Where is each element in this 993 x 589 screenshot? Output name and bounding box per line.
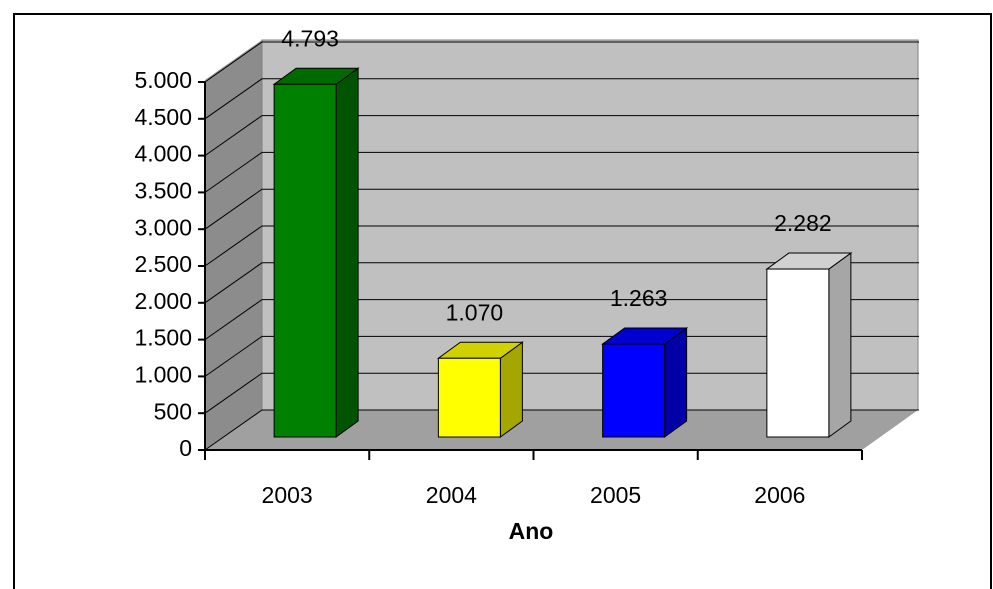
grid-line xyxy=(204,299,919,341)
bar xyxy=(766,268,830,438)
y-tick-label: 3.500 xyxy=(134,177,192,203)
side-wall xyxy=(205,40,262,450)
bar xyxy=(273,83,337,438)
y-tick-label: 3.000 xyxy=(134,214,192,240)
x-tick-label: 2004 xyxy=(426,482,477,508)
grid-line xyxy=(204,188,919,230)
value-label: 1.070 xyxy=(446,299,504,325)
grid-line xyxy=(204,409,919,451)
y-tick-label: 4.000 xyxy=(134,141,192,167)
x-tick-label: 2005 xyxy=(590,482,641,508)
bar-side xyxy=(828,252,852,438)
bar xyxy=(602,343,666,438)
value-label: 4.793 xyxy=(281,25,339,51)
y-tick-label: 2.000 xyxy=(134,288,192,314)
grid-line xyxy=(204,78,919,120)
y-tick-label: 4.500 xyxy=(134,104,192,130)
value-label: 1.263 xyxy=(610,285,668,311)
grid-line xyxy=(204,41,919,83)
y-tick-label: 0 xyxy=(179,435,192,461)
y-tick-label: 1.000 xyxy=(134,361,192,387)
bar-side xyxy=(335,67,359,438)
y-tick-label: 5.000 xyxy=(134,67,192,93)
y-tick-label: 500 xyxy=(154,398,192,424)
grid-line xyxy=(204,115,919,157)
grid-line xyxy=(204,335,919,377)
grid-line xyxy=(204,225,919,267)
grid-line xyxy=(204,372,919,414)
bar-side xyxy=(664,327,688,438)
x-tick-label: 2006 xyxy=(754,482,805,508)
bar xyxy=(437,357,501,438)
floor xyxy=(205,410,918,450)
grid-line xyxy=(204,262,919,304)
y-tick-label: 2.500 xyxy=(134,251,192,277)
x-tick-label: 2003 xyxy=(262,482,313,508)
y-tick-label: 1.500 xyxy=(134,325,192,351)
value-label: 2.282 xyxy=(774,210,832,236)
grid-line xyxy=(204,151,919,193)
x-axis-label: Ano xyxy=(509,518,554,544)
